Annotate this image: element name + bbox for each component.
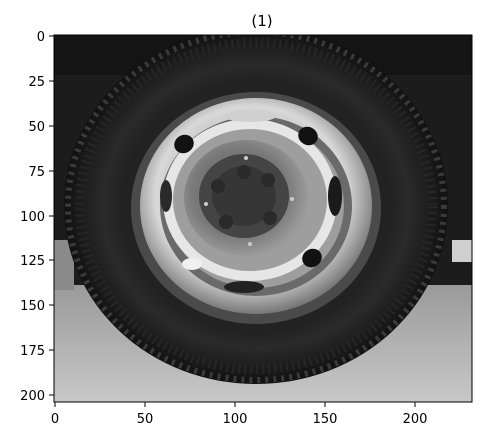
y-tick-label: 50	[28, 120, 45, 135]
y-axis: 0 25 50 75 100 125 150 175 200	[20, 30, 54, 404]
x-tick-label: 150	[313, 412, 338, 427]
x-tick-label: 100	[223, 412, 248, 427]
grayscale-tire-wheel-image	[54, 35, 472, 402]
axes-frame	[53, 34, 473, 403]
y-tick-label: 100	[20, 210, 45, 225]
y-tick-label: 150	[20, 299, 45, 314]
x-axis: 0 50 100 150 200	[51, 402, 428, 427]
y-tick-label: 25	[28, 75, 45, 90]
y-tick-label: 175	[20, 344, 45, 359]
x-tick-label: 50	[137, 412, 154, 427]
x-tick-label: 200	[403, 412, 428, 427]
y-tick-label: 125	[20, 254, 45, 269]
y-tick-label: 75	[28, 165, 45, 180]
x-tick-label: 0	[51, 412, 59, 427]
y-tick-label: 200	[20, 389, 45, 404]
y-tick-label: 0	[37, 30, 45, 45]
figure-title: (1)	[251, 12, 272, 30]
